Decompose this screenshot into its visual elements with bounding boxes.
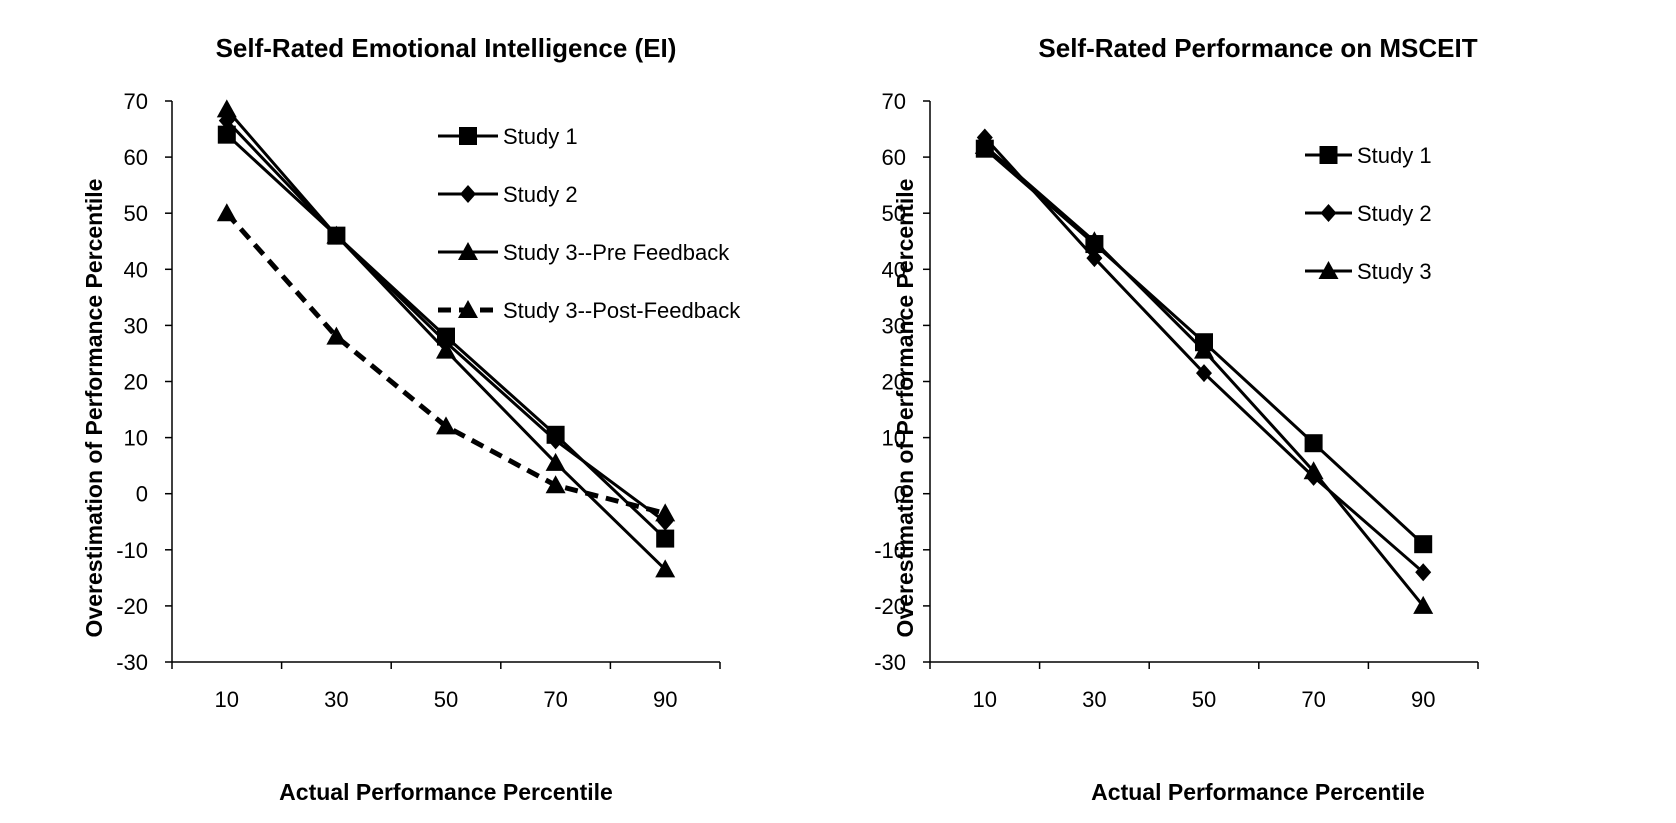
chart-title: Self-Rated Performance on MSCEIT — [1038, 33, 1477, 63]
data-point — [436, 340, 456, 359]
data-point — [436, 416, 456, 435]
y-tick-label: 60 — [882, 145, 906, 170]
axes: -30 -20 -10 0 10 20 30 40 50 60 70 10 30 50 70 90 — [116, 89, 721, 712]
y-tick-label: -10 — [116, 538, 148, 563]
legend-entry-study-1: Study 1 — [438, 124, 578, 149]
data-point — [1413, 595, 1434, 614]
x-tick-label: 70 — [543, 687, 567, 712]
legend: Study 1 Study 2 Study 3--Pre Feedback Study… — [438, 124, 741, 323]
legend-entry-study-2: Study 2 — [438, 182, 578, 207]
legend-label: Study 2 — [1357, 201, 1432, 226]
legend-marker — [1318, 261, 1339, 279]
series-study-3-pre-feedback — [216, 99, 676, 578]
x-tick-label: 90 — [1411, 687, 1435, 712]
x-axis-label: Actual Performance Percentile — [279, 779, 613, 805]
data-point — [326, 225, 347, 244]
data-point — [1084, 231, 1105, 250]
data-point — [655, 503, 676, 522]
y-tick-label: -20 — [874, 594, 906, 619]
chart-self-rated-ei: Self-Rated Emotional Intelligence (EI) A… — [81, 33, 741, 805]
legend-label: Study 3 — [1357, 259, 1432, 284]
series-layer — [974, 128, 1434, 614]
data-point — [545, 475, 566, 494]
y-axis-label: Overestimation of Performance Percentile — [892, 179, 918, 638]
legend-entry-study-2: Study 2 — [1305, 201, 1432, 226]
x-tick-label: 10 — [973, 687, 997, 712]
legend-marker — [458, 300, 478, 318]
data-point — [1415, 563, 1432, 582]
y-tick-label: 40 — [124, 257, 148, 282]
chart-self-rated-msceit: Self-Rated Performance on MSCEIT Actual … — [874, 33, 1479, 805]
data-point — [1196, 364, 1212, 383]
legend: Study 1 Study 2 Study 3 — [1305, 143, 1432, 284]
y-tick-label: -20 — [116, 594, 148, 619]
legend-entry-study-1: Study 1 — [1305, 143, 1432, 168]
y-tick-label: 10 — [124, 426, 148, 451]
legend-marker — [1320, 204, 1337, 222]
legend-label: Study 1 — [1357, 143, 1432, 168]
y-tick-label: 0 — [894, 482, 906, 507]
x-tick-label: 50 — [1192, 687, 1216, 712]
data-point — [1304, 434, 1323, 453]
y-tick-label: 70 — [882, 89, 906, 114]
data-point — [545, 452, 566, 471]
y-tick-label: 30 — [882, 313, 906, 338]
legend-label: Study 2 — [503, 182, 578, 207]
data-point — [326, 326, 347, 345]
legend-label: Study 3--Pre Feedback — [503, 240, 730, 265]
y-tick-label: 40 — [882, 257, 906, 282]
y-tick-label: 0 — [136, 482, 148, 507]
data-point — [1086, 249, 1103, 268]
data-point — [216, 99, 237, 118]
legend-marker — [460, 185, 476, 203]
y-tick-label: 20 — [124, 370, 148, 395]
y-tick-label: 30 — [124, 313, 148, 338]
legend-label: Study 3--Post-Feedback — [503, 298, 741, 323]
series-study-3 — [974, 135, 1434, 614]
y-tick-label: 20 — [882, 370, 906, 395]
data-point — [217, 125, 236, 144]
data-point — [655, 559, 676, 578]
y-axis-label: Overestimation of Performance Percentile — [81, 179, 107, 638]
data-point — [1303, 461, 1324, 480]
series-layer — [216, 99, 676, 578]
x-tick-label: 10 — [215, 687, 239, 712]
y-tick-label: 50 — [124, 201, 148, 226]
legend-marker — [459, 127, 477, 145]
legend-entry-study-3-post-feedback: Study 3--Post-Feedback — [438, 298, 741, 323]
y-tick-label: 10 — [882, 426, 906, 451]
x-tick-label: 50 — [434, 687, 458, 712]
data-point — [1194, 340, 1214, 359]
y-tick-label: -30 — [116, 650, 148, 675]
x-axis-label: Actual Performance Percentile — [1091, 779, 1425, 805]
y-tick-label: -30 — [874, 650, 906, 675]
data-point — [547, 431, 564, 450]
legend-label: Study 1 — [503, 124, 578, 149]
data-point — [1414, 535, 1433, 554]
legend-entry-study-3: Study 3 — [1305, 259, 1432, 284]
chart-title: Self-Rated Emotional Intelligence (EI) — [216, 33, 677, 63]
axes: -30 -20 -10 0 10 20 30 40 50 60 70 10 30 50 70 90 — [874, 89, 1479, 712]
data-point — [974, 135, 995, 154]
series-study-3-post-feedback — [216, 203, 676, 522]
data-point — [656, 529, 675, 548]
y-tick-label: -10 — [874, 538, 906, 563]
y-tick-label: 70 — [124, 89, 148, 114]
x-tick-label: 30 — [324, 687, 348, 712]
data-point — [216, 203, 237, 222]
x-tick-label: 30 — [1082, 687, 1106, 712]
x-tick-label: 70 — [1301, 687, 1325, 712]
x-tick-label: 90 — [653, 687, 677, 712]
y-tick-label: 60 — [124, 145, 148, 170]
legend-entry-study-3-pre-feedback: Study 3--Pre Feedback — [438, 240, 730, 265]
y-tick-label: 50 — [882, 201, 906, 226]
legend-marker — [1319, 146, 1338, 164]
legend-marker — [458, 242, 478, 260]
